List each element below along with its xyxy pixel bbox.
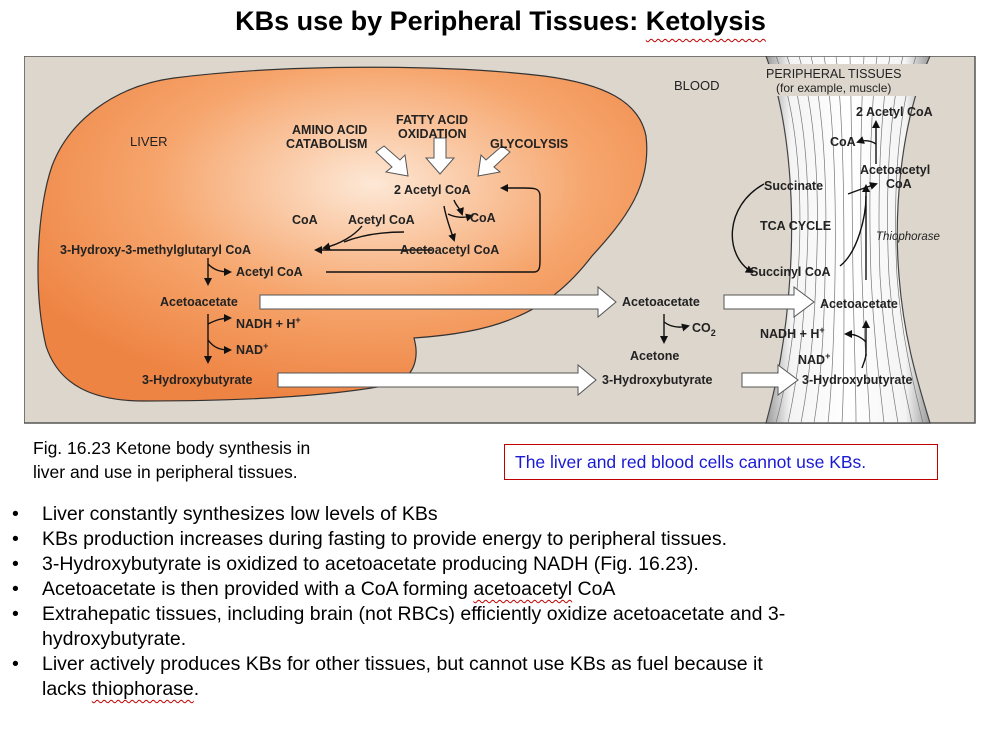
label-acetoacetate-blood: Acetoacetate: [622, 295, 700, 309]
label-acetoacetate-liver: Acetoacetate: [160, 295, 238, 309]
peripheral-label-box: [764, 64, 934, 96]
label-p-acetoacetyl-2: CoA: [886, 177, 912, 191]
bullet-text: Extrahepatic tissues, including brain (n…: [42, 603, 786, 625]
arrow-hydroxybutyrate-liver-blood: [277, 363, 597, 397]
label-blood: BLOOD: [674, 78, 720, 93]
label-coa-left: CoA: [292, 213, 318, 227]
label-nadh: NADH + H+: [236, 315, 301, 331]
bullet-item: • Extrahepatic tissues, including brain (…: [12, 603, 786, 650]
bullet-text: KBs production increases during fasting …: [42, 528, 728, 550]
label-p-nadh: NADH + H+: [760, 325, 825, 341]
label-coa-right: CoA: [470, 211, 496, 225]
bullet-item: • KBs production increases during fasting…: [12, 528, 728, 550]
label-hydroxybutyrate-liver: 3-Hydroxybutyrate: [142, 373, 252, 387]
page-title: KBs use by Peripheral Tissues: Ketolysis: [0, 6, 1001, 37]
bullet-text: CoA: [572, 578, 616, 600]
title-main: KBs use by Peripheral Tissues:: [235, 6, 646, 36]
label-p-2-acetyl-coa: 2 Acetyl CoA: [856, 105, 933, 119]
label-peripheral: PERIPHERAL TISSUES: [766, 67, 901, 81]
arrow-amino-acid: [375, 145, 409, 177]
bullet-text: Liver actively produces KBs for other ti…: [42, 653, 763, 675]
muscle-fibers: [775, 56, 924, 424]
ketone-diagram: LIVER BLOOD PERIPHERAL TISSUES (for exam…: [24, 56, 976, 424]
caption-line-1: Fig. 16.23 Ketone body synthesis in: [33, 438, 311, 458]
arrow-acetoacetate-blood-tissue: [723, 286, 815, 318]
label-fatty-1: FATTY ACID: [396, 113, 468, 127]
pathway-arrows: [204, 184, 541, 364]
bullet-text: hydroxybutyrate.: [42, 628, 187, 650]
label-p-coa: CoA: [830, 135, 856, 149]
bullet-text: 3-Hydroxybutyrate is oxidized to acetoac…: [42, 553, 699, 575]
label-liver: LIVER: [130, 134, 168, 149]
label-glycolysis: GLYCOLYSIS: [490, 137, 568, 151]
label-amino-1: AMINO ACID: [292, 123, 367, 137]
arrow-hydroxybutyrate-blood-tissue: [741, 364, 799, 396]
label-p-acetoacetyl-1: Acetoacetyl: [860, 163, 930, 177]
arrow-acetoacetate-liver-blood: [259, 285, 617, 319]
label-p-nad: NAD+: [798, 351, 830, 367]
figure-caption: Fig. 16.23 Ketone body synthesis in live…: [33, 436, 413, 484]
label-p-thiophorase: Thiophorase: [876, 231, 940, 243]
label-fatty-2: OXIDATION: [398, 127, 467, 141]
label-p-hydroxybutyrate: 3-Hydroxybutyrate: [802, 373, 912, 387]
bullet-text: Liver constantly synthesizes low levels …: [42, 503, 438, 525]
bullet-text: lacks: [42, 678, 92, 700]
arrow-fatty-acid: [424, 137, 456, 175]
liver-shape: [37, 66, 648, 402]
bullet-item: • Liver constantly synthesizes low levels…: [12, 503, 438, 525]
bullet-text-squiggle: acetoacetyl: [473, 578, 573, 600]
label-acetone: Acetone: [630, 349, 679, 363]
label-hmg-coa: 3-Hydroxy-3-methylglutaryl CoA: [60, 243, 251, 257]
side-curves: [207, 120, 880, 369]
bullet-item: • 3-Hydroxybutyrate is oxidized to acetoa…: [12, 553, 699, 575]
label-p-acetoacetate: Acetoacetate: [820, 297, 898, 311]
label-hydroxybutyrate-blood: 3-Hydroxybutyrate: [602, 373, 712, 387]
label-acetyl-coa-2: Acetyl CoA: [236, 265, 303, 279]
label-p-succinate: Succinate: [764, 179, 823, 193]
label-amino-2: CATABOLISM: [286, 137, 367, 151]
bullet-text: Acetoacetate is then provided with a CoA…: [42, 578, 474, 600]
label-acetyl-coa: Acetyl CoA: [348, 213, 415, 227]
title-ketolysis: Ketolysis: [645, 6, 766, 36]
label-nad: NAD+: [236, 341, 268, 357]
arrow-glycolysis: [477, 145, 511, 177]
note-box: The liver and red blood cells cannot use…: [504, 444, 938, 480]
bullet-text: .: [193, 678, 200, 700]
bullet-text-squiggle: thiophorase: [91, 678, 194, 700]
label-p-tca: TCA CYCLE: [760, 219, 831, 233]
caption-line-2: liver and use in peripheral tissues.: [33, 462, 298, 482]
source-arrows: [375, 137, 511, 177]
muscle-shape: [765, 56, 931, 424]
bullet-item: • Liver actively produces KBs for other t…: [12, 653, 763, 700]
bullet-list: • Liver constantly synthesizes low levels…: [8, 502, 988, 702]
transport-arrows: [259, 285, 815, 397]
bullet-item: • Acetoacetate is then provided with a Co…: [12, 578, 616, 600]
label-2-acetyl-coa: 2 Acetyl CoA: [394, 183, 471, 197]
label-co2: CO2: [692, 321, 716, 338]
label-p-succinyl: Succinyl CoA: [750, 265, 831, 279]
label-acetoacetyl-coa: Acetoacetyl CoA: [400, 243, 499, 257]
label-peripheral-sub: (for example, muscle): [776, 81, 891, 95]
